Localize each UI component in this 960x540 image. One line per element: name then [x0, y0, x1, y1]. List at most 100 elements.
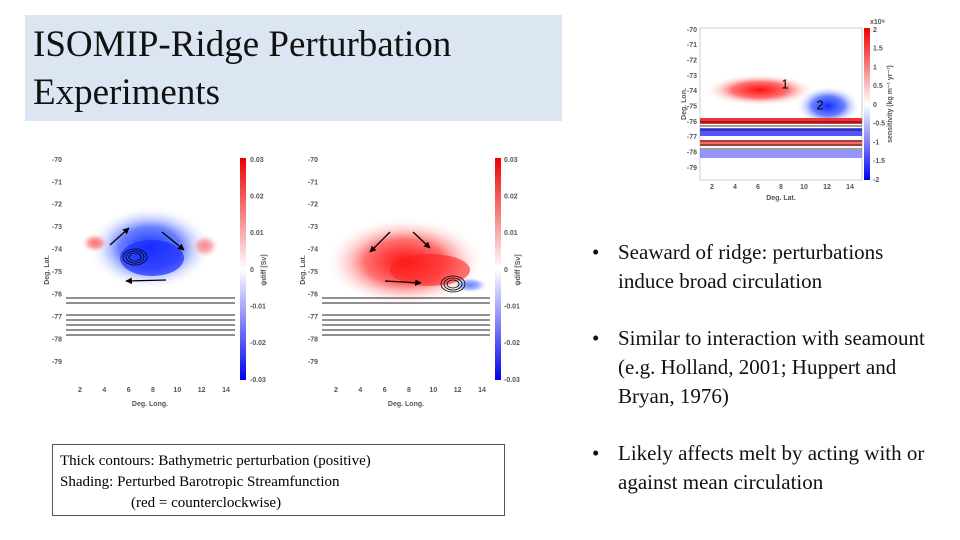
- caption-line: Thick contours: Bathymetric perturbation…: [60, 453, 371, 469]
- x-tick-label: 8: [151, 387, 155, 394]
- y-tick-label: -70: [687, 27, 697, 34]
- x-tick-label: 8: [779, 184, 783, 191]
- bullet: Seaward of ridge: perturbations induce b…: [592, 238, 932, 296]
- x-tick-label: 6: [383, 387, 387, 394]
- y-tick-label: -70: [52, 157, 62, 164]
- x-tick-label: 14: [478, 387, 486, 394]
- colorbar-tick-label: -0.5: [873, 121, 885, 128]
- y-tick-label: -73: [687, 73, 697, 80]
- colorbar-tick-label: -0.01: [250, 304, 266, 311]
- caption-box: Thick contours: Bathymetric perturbation…: [52, 444, 505, 516]
- y-tick-label: -74: [308, 247, 318, 254]
- colorbar-tick-label: 0: [504, 267, 508, 274]
- y-tick-label: -78: [687, 150, 697, 157]
- colorbar-tick-label: 0.01: [250, 230, 264, 237]
- y-axis-label: Deg. Lon.: [681, 88, 688, 120]
- colorbar-scale: x10⁸: [870, 19, 885, 26]
- x-tick-label: 4: [358, 387, 362, 394]
- y-tick-label: -73: [52, 224, 62, 231]
- colorbar-tick-label: 0: [873, 102, 877, 109]
- y-axis-label: Deg. Lat.: [300, 255, 307, 285]
- colorbar-tick-label: -0.03: [250, 377, 266, 384]
- x-tick-label: 14: [222, 387, 230, 394]
- y-tick-label: -77: [687, 134, 697, 141]
- title: ISOMIP-Ridge Perturbation Experiments: [33, 24, 452, 113]
- streamfunction-map: [66, 158, 246, 380]
- streamfunction-map: [322, 158, 501, 380]
- title-box: ISOMIP-Ridge Perturbation Experiments: [25, 15, 562, 121]
- x-axis-label: Deg. Long.: [132, 401, 168, 408]
- colorbar-tick-label: 0.5: [873, 83, 883, 90]
- x-tick-label: 6: [127, 387, 131, 394]
- y-tick-label: -75: [52, 269, 62, 276]
- colorbar-label: sensitivity (kg m⁻¹ yr⁻¹): [887, 65, 894, 143]
- colorbar-tick-label: 0.01: [504, 230, 518, 237]
- sensitivity-map: [699, 27, 870, 181]
- y-tick-label: -71: [687, 42, 697, 49]
- y-tick-label: -77: [52, 314, 62, 321]
- y-tick-label: -79: [308, 359, 318, 366]
- x-tick-label: 12: [198, 387, 206, 394]
- x-tick-label: 2: [710, 184, 714, 191]
- y-tick-label: -79: [52, 359, 62, 366]
- y-tick-label: -75: [308, 269, 318, 276]
- y-tick-label: -78: [52, 336, 62, 343]
- colorbar-tick-label: 0.02: [250, 194, 264, 201]
- colorbar-tick-label: -0.02: [504, 340, 520, 347]
- colorbar-tick-label: 0.03: [504, 157, 518, 164]
- y-tick-label: -76: [687, 119, 697, 126]
- colorbar-label: ψdiff [Sv]: [261, 254, 268, 285]
- annotation: 1: [781, 76, 788, 91]
- colorbar-label: ψdiff [Sv]: [515, 254, 522, 285]
- x-tick-label: 4: [102, 387, 106, 394]
- colorbar-tick-label: 0.03: [250, 157, 264, 164]
- y-tick-label: -74: [52, 247, 62, 254]
- colorbar-tick-label: 1: [873, 64, 877, 71]
- x-tick-label: 12: [823, 184, 831, 191]
- x-tick-label: 10: [173, 387, 181, 394]
- x-tick-label: 10: [800, 184, 808, 191]
- y-tick-label: -76: [308, 292, 318, 299]
- y-tick-label: -72: [52, 202, 62, 209]
- y-tick-label: -75: [687, 104, 697, 111]
- colorbar-tick-label: -2: [873, 177, 879, 184]
- x-tick-label: 6: [756, 184, 760, 191]
- caption-line: Shading: Perturbed Barotropic Streamfunc…: [60, 474, 340, 490]
- colorbar-tick-label: 0.02: [504, 194, 518, 201]
- colorbar-tick-label: -0.03: [504, 377, 520, 384]
- x-tick-label: 8: [407, 387, 411, 394]
- colorbar-tick-label: -0.02: [250, 340, 266, 347]
- y-tick-label: -76: [52, 292, 62, 299]
- y-tick-label: -79: [687, 165, 697, 172]
- y-tick-label: -72: [687, 58, 697, 65]
- caption-line: (red = counterclockwise): [131, 495, 282, 511]
- colorbar-tick-label: -0.01: [504, 304, 520, 311]
- x-axis-label: Deg. Long.: [388, 401, 424, 408]
- x-tick-label: 2: [78, 387, 82, 394]
- y-tick-label: -73: [308, 224, 318, 231]
- colorbar-tick-label: 2: [873, 27, 877, 34]
- y-tick-label: -71: [308, 179, 318, 186]
- y-tick-label: -70: [308, 157, 318, 164]
- colorbar-tick-label: 1.5: [873, 46, 883, 53]
- x-tick-label: 2: [334, 387, 338, 394]
- y-tick-label: -77: [308, 314, 318, 321]
- bullet: Likely affects melt by acting with or ag…: [592, 439, 932, 497]
- x-tick-label: 12: [454, 387, 462, 394]
- y-tick-label: -72: [308, 202, 318, 209]
- annotation: 2: [816, 97, 823, 112]
- colorbar-tick-label: -1.5: [873, 158, 885, 165]
- x-tick-label: 14: [846, 184, 854, 191]
- y-axis-label: Deg. Lat.: [44, 255, 51, 285]
- y-tick-label: -78: [308, 336, 318, 343]
- x-tick-label: 10: [429, 387, 437, 394]
- x-axis-label: Deg. Lat.: [766, 195, 796, 202]
- bullet: Similar to interaction with seamount (e.…: [592, 324, 932, 411]
- y-tick-label: -71: [52, 179, 62, 186]
- x-tick-label: 4: [733, 184, 737, 191]
- colorbar-tick-label: 0: [250, 267, 254, 274]
- y-tick-label: -74: [687, 88, 697, 95]
- colorbar-tick-label: -1: [873, 139, 879, 146]
